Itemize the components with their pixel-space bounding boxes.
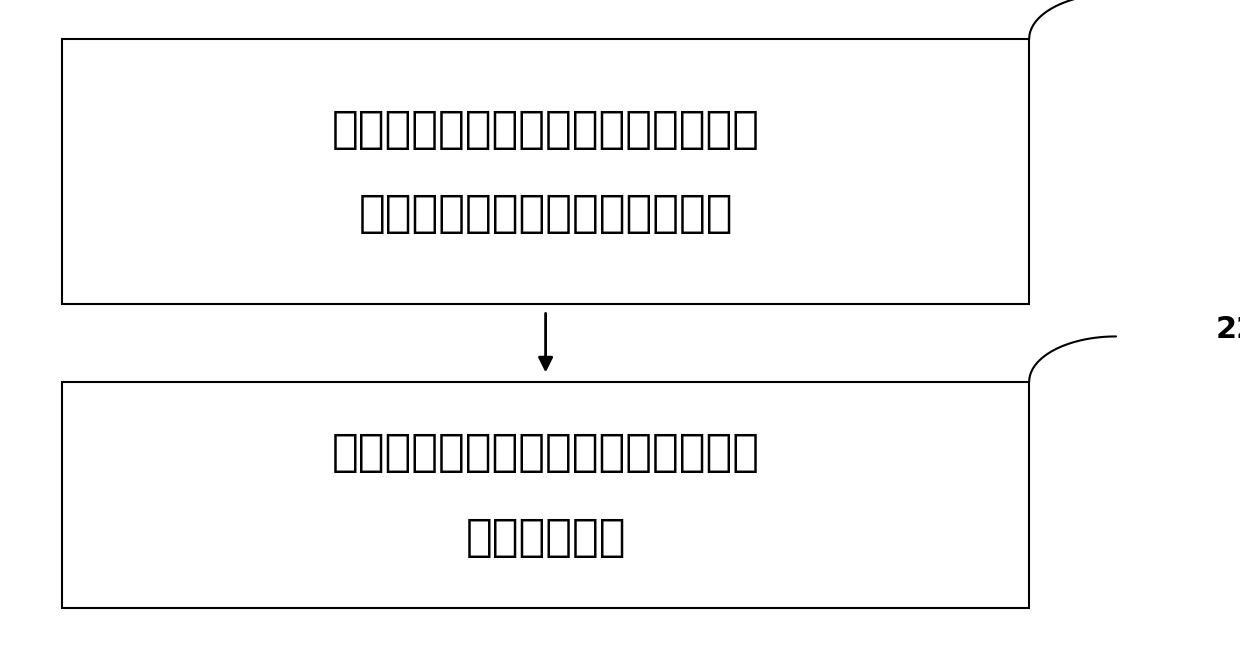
Bar (62, 39, 1029, 304)
Text: 制使能鉴相器: 制使能鉴相器 (465, 516, 626, 558)
Text: 210: 210 (1215, 0, 1240, 1)
Text: 220: 220 (1215, 316, 1240, 344)
Text: 检测输入至鉴相器的第一信号以及压: 检测输入至鉴相器的第一信号以及压 (331, 108, 760, 151)
Text: 控振荡器输出的第二信号的频率: 控振荡器输出的第二信号的频率 (358, 192, 733, 235)
Text: 根据第一信号和第二信号的频率，控: 根据第一信号和第二信号的频率，控 (331, 432, 760, 474)
Bar (62, 382, 1029, 608)
